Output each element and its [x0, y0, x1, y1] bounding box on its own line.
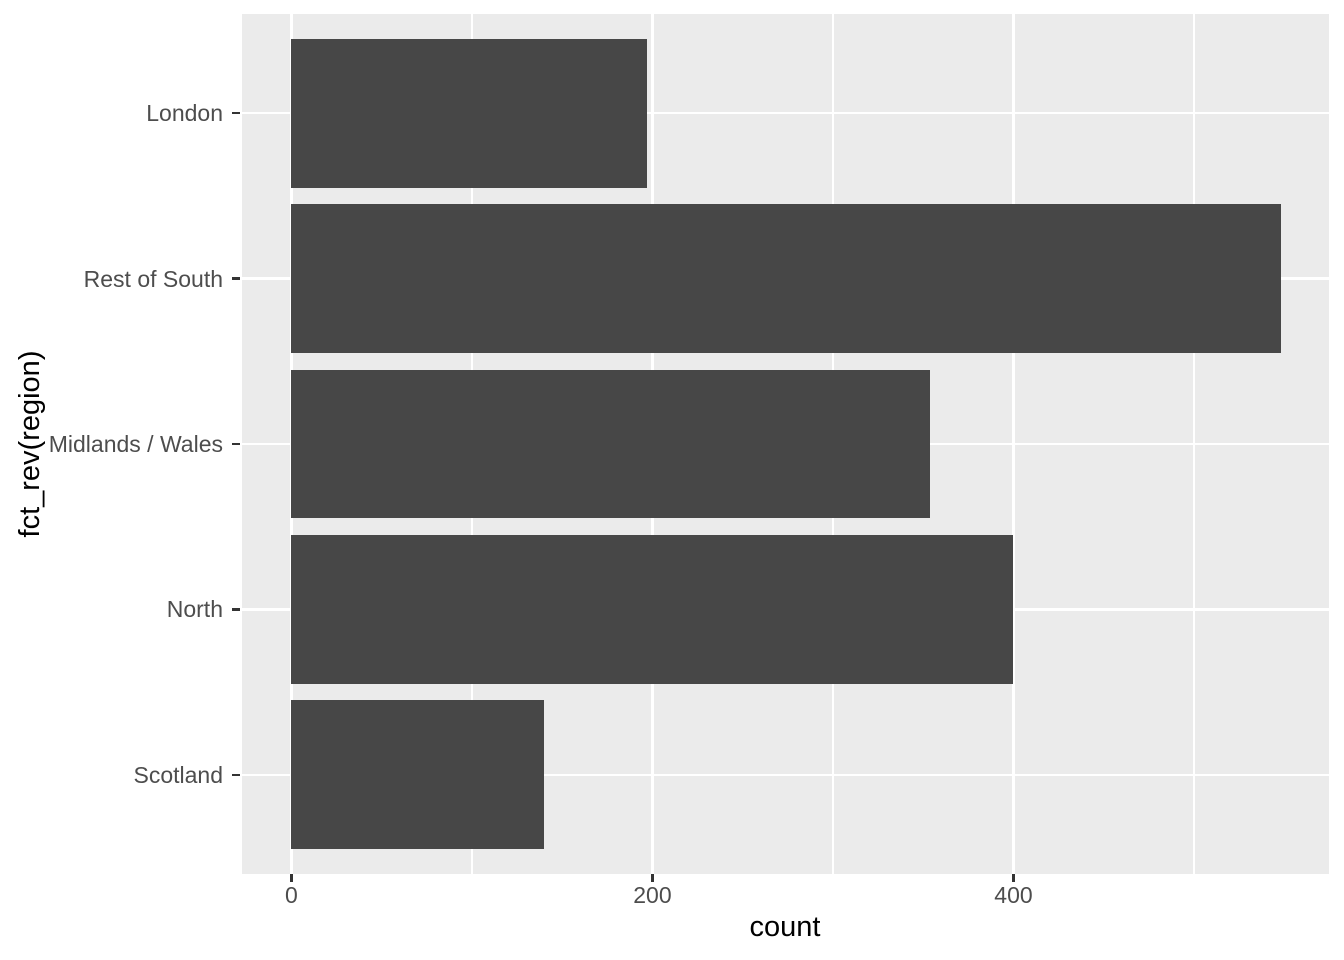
x-tick-label-400: 400 — [994, 882, 1033, 908]
x-tick-0 — [290, 874, 293, 882]
major-gridline-y-scotland — [242, 773, 1329, 776]
bar-north — [291, 534, 1014, 684]
y-axis-title: fct_rev(region) — [14, 350, 46, 538]
y-tick-label-rest-of-south: Rest of South — [83, 265, 223, 292]
y-tick-label-north: North — [166, 596, 223, 623]
bar-london — [291, 38, 648, 188]
y-tick-london — [232, 112, 240, 115]
bar-rest-of-south — [291, 204, 1281, 354]
bar-scotland — [291, 700, 545, 850]
major-gridline-y-london — [242, 112, 1329, 115]
y-tick-scotland — [232, 773, 240, 776]
x-tick-label-0: 0 — [285, 882, 298, 908]
x-tick-label-200: 200 — [633, 882, 672, 908]
y-tick-label-midlands-wales: Midlands / Wales — [48, 431, 223, 457]
x-axis-title: count — [749, 911, 821, 943]
plot-panel — [242, 14, 1329, 874]
x-tick-200 — [651, 874, 654, 882]
x-tick-400 — [1012, 874, 1015, 882]
y-tick-label-scotland: Scotland — [133, 761, 223, 788]
y-tick-rest-of-south — [232, 277, 240, 280]
y-tick-north — [232, 608, 240, 611]
y-tick-midlands-wales — [232, 442, 240, 446]
y-tick-label-london: London — [146, 100, 223, 127]
bar-midlands-wales — [291, 369, 931, 519]
